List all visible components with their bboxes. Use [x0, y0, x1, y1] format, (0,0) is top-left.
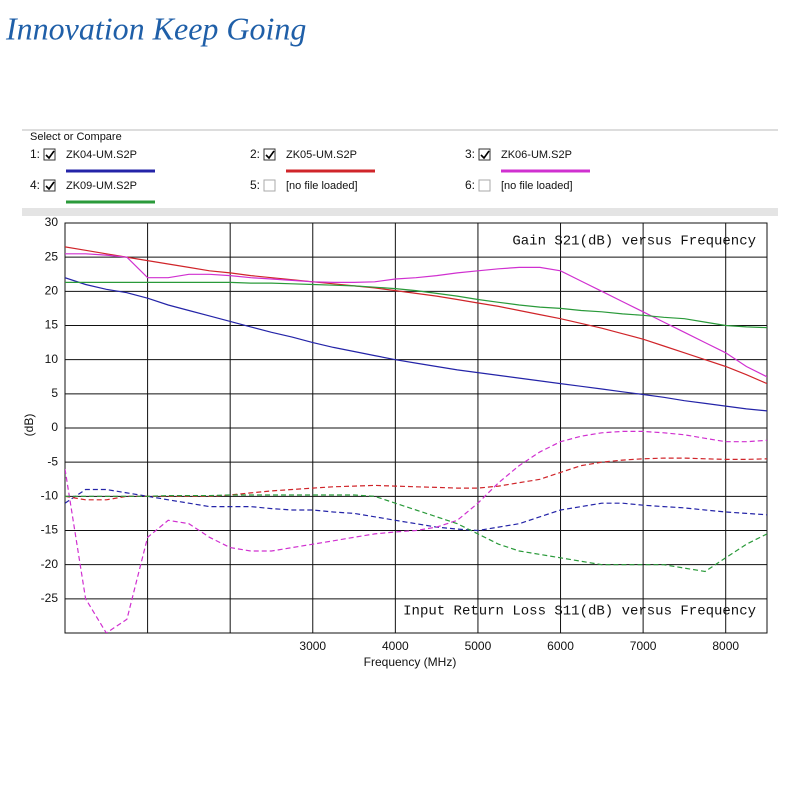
y-tick-label: 10 — [45, 352, 59, 366]
checkmark — [45, 150, 55, 160]
file-name: ZK06-UM.S2P — [501, 149, 572, 161]
x-axis-label: Frequency (MHz) — [364, 655, 457, 669]
y-axis-label: (dB) — [22, 414, 36, 437]
y-tick-label: 25 — [45, 249, 59, 263]
gain-line — [65, 277, 767, 412]
panel-title: Select or Compare — [30, 131, 122, 143]
x-tick-label: 4000 — [382, 639, 409, 653]
checkbox[interactable] — [43, 179, 56, 192]
file-name: ZK09-UM.S2P — [66, 180, 137, 192]
gain-line — [65, 281, 767, 329]
annotation: Gain S21(dB) versus Frequency — [512, 234, 756, 250]
checkmark — [45, 181, 55, 191]
y-tick-label: -5 — [47, 454, 58, 468]
panel-separator — [22, 208, 778, 216]
empty-slot: [no file loaded] — [501, 180, 573, 192]
return-loss-line — [65, 494, 767, 573]
slot-number: 2: — [250, 147, 260, 161]
plot: 30 25 20 15 10 5 0 -5 -10 -15 -20 -25 3000 4000 5000 60… — [41, 215, 767, 653]
x-tick-label: 7000 — [630, 639, 657, 653]
y-tick-label: -20 — [41, 557, 59, 571]
gain-line — [65, 246, 767, 385]
y-tick-label: 0 — [51, 420, 58, 434]
checkbox[interactable] — [478, 179, 491, 192]
slot-number: 4: — [30, 178, 40, 192]
page-title: Innovation Keep Going — [5, 10, 306, 46]
return-loss-line — [65, 457, 767, 501]
y-tick-label: -10 — [41, 489, 59, 503]
y-tick-label: 5 — [51, 386, 58, 400]
curves — [65, 246, 767, 633]
empty-slot: [no file loaded] — [286, 180, 358, 192]
y-tick-label: 30 — [45, 215, 59, 229]
x-tick-label: 3000 — [299, 639, 326, 653]
return-loss-line — [65, 488, 767, 532]
slot-number: 3: — [465, 147, 475, 161]
y-tick-label: 15 — [45, 318, 59, 332]
checkbox[interactable] — [43, 148, 56, 161]
annotation: Input Return Loss S11(dB) versus Frequen… — [403, 604, 756, 620]
y-tick-label: -15 — [41, 523, 59, 537]
slot-number: 6: — [465, 178, 475, 192]
checkbox[interactable] — [478, 148, 491, 161]
select-panel: 1: ZK04-UM.S2P 2: ZK05-UM.S2P 3: ZK06-UM.S2P 4… — [30, 147, 590, 204]
y-tick-label: -25 — [41, 591, 59, 605]
slot-number: 1: — [30, 147, 40, 161]
x-tick-label: 6000 — [547, 639, 574, 653]
x-tick-label: 5000 — [465, 639, 492, 653]
y-tick-label: 20 — [45, 284, 59, 298]
checkbox[interactable] — [263, 179, 276, 192]
checkmark — [265, 150, 275, 160]
file-name: ZK05-UM.S2P — [286, 149, 357, 161]
checkbox[interactable] — [263, 148, 276, 161]
checkmark — [480, 150, 490, 160]
return-loss-line — [65, 430, 767, 633]
gain-line — [65, 253, 767, 378]
x-tick-label: 8000 — [712, 639, 739, 653]
file-name: ZK04-UM.S2P — [66, 149, 137, 161]
slot-number: 5: — [250, 178, 260, 192]
